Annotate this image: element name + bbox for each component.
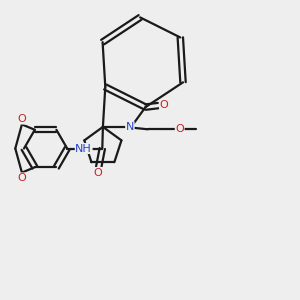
Text: O: O [17, 173, 26, 183]
Text: O: O [94, 167, 103, 178]
Text: O: O [175, 124, 184, 134]
Text: NH: NH [75, 143, 92, 154]
Text: O: O [17, 114, 26, 124]
Text: N: N [126, 122, 134, 132]
Text: O: O [160, 100, 169, 110]
